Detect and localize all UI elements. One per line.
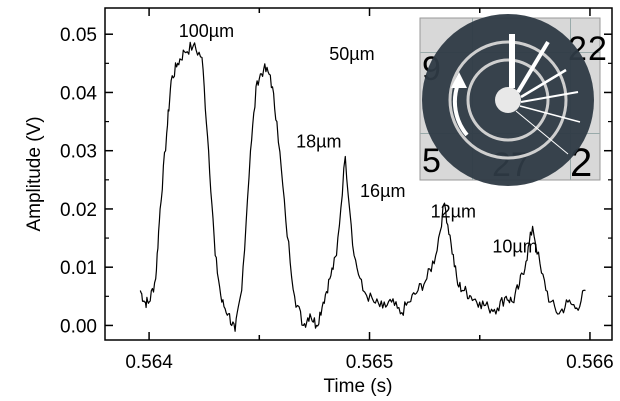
inset-photo: 9 2 2 5 27 2 (419, 14, 607, 186)
y-tick-label: 0.01 (60, 258, 97, 279)
inset-digit: 5 (422, 142, 441, 180)
annotations: 100µm 50µm 18µm 16µm 12µm 10µm (179, 21, 538, 257)
peak-label: 100µm (179, 21, 234, 41)
x-axis-title: Time (s) (324, 376, 393, 397)
peak-label: 16µm (360, 181, 405, 201)
y-tick-label: 0.02 (60, 200, 97, 221)
plot-frame (104, 7, 613, 341)
x-tick-label: 0.565 (346, 352, 394, 373)
y-axis-title: Amplitude (V) (24, 116, 45, 231)
x-tick-label: 0.566 (566, 352, 614, 373)
peak-label: 12µm (431, 202, 476, 222)
inset-slits (509, 34, 581, 155)
x-tick-label: 0.564 (125, 352, 173, 373)
y-tick-label: 0.00 (60, 316, 97, 337)
inset-ring (448, 40, 568, 160)
peak-label: 50µm (329, 44, 374, 64)
disc-hub (495, 87, 521, 113)
y-tick-label: 0.04 (60, 83, 97, 104)
inset-ring (466, 58, 550, 142)
rotation-arrow-head (451, 72, 467, 88)
peak-label: 18µm (296, 132, 341, 152)
x-axis: 0.564 0.565 0.566 (125, 8, 614, 373)
peak-label: 10µm (492, 236, 537, 256)
y-axis: 0.00 0.01 0.02 0.03 0.04 0.05 (60, 25, 612, 337)
series-line (139, 41, 586, 332)
inset-digit: 2 (588, 30, 607, 68)
y-tick-label: 0.05 (60, 25, 97, 46)
y-tick-label: 0.03 (60, 142, 97, 163)
rotation-arrow-icon (452, 83, 469, 137)
